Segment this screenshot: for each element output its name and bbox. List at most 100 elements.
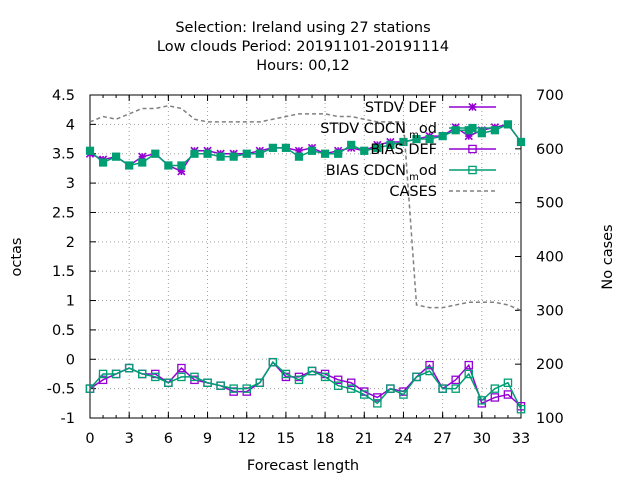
- data-point: [294, 375, 304, 385]
- data-point: [190, 372, 199, 382]
- series-line: [89, 360, 522, 407]
- data-point: [386, 140, 395, 150]
- x-axis-label: Forecast length: [247, 458, 359, 474]
- legend-marker: [468, 165, 477, 175]
- data-point: [164, 161, 173, 170]
- data-point: [268, 143, 277, 152]
- y2-tick-label: 300: [536, 303, 564, 319]
- data-point: [464, 360, 474, 370]
- data-point: [190, 149, 199, 158]
- data-point: [307, 366, 317, 376]
- x-tick-label: 3: [125, 431, 134, 447]
- data-point: [124, 363, 134, 373]
- data-point: [451, 126, 460, 135]
- data-point: [85, 384, 95, 393]
- data-point: [307, 146, 317, 155]
- y2-tick-label: 200: [536, 357, 564, 373]
- plot-border: [89, 94, 522, 419]
- y-tick-label: 3.5: [52, 147, 75, 163]
- x-tick-label: 33: [512, 431, 530, 447]
- data-point: [164, 378, 173, 388]
- title-line: Low clouds Period: 20191101-20191114: [157, 39, 449, 55]
- legend-label: STDV CDCN mod: [320, 121, 437, 141]
- data-point: [229, 152, 238, 161]
- y-tick-label: 1.5: [52, 264, 75, 280]
- data-point: [151, 372, 160, 382]
- data-point: [268, 357, 278, 367]
- data-point: [281, 369, 291, 379]
- series-layer: [85, 105, 526, 414]
- data-point: [333, 375, 343, 385]
- data-point: [242, 384, 251, 393]
- y-tick-label: -1: [61, 411, 75, 427]
- series-line: [89, 105, 522, 312]
- data-point: [503, 390, 513, 399]
- data-point: [373, 143, 382, 152]
- y2-tick-label: 100: [536, 411, 564, 427]
- series-cases: [89, 105, 522, 312]
- y2-tick-label: 700: [536, 88, 564, 104]
- axis-ticks: 0 3 6 9 12 15 18 21 24 27 30 33 -1 -0.5 0 0.5 1 1.5 2 2.5 3 3…: [47, 88, 564, 447]
- data-point: [451, 384, 460, 393]
- data-point: [98, 375, 108, 385]
- x-tick-label: 21: [355, 431, 373, 447]
- chart-title: Selection: Ireland using 27 stations Low …: [157, 20, 449, 74]
- data-point: [320, 149, 330, 158]
- legend-item: BIAS DEF: [370, 142, 496, 158]
- data-point: [242, 149, 251, 158]
- data-point: [412, 134, 421, 144]
- x-tick-label: 18: [316, 431, 334, 447]
- series-line: [89, 123, 522, 167]
- data-point: [490, 384, 500, 393]
- data-point: [477, 396, 487, 405]
- y-tick-label: 4: [66, 117, 75, 133]
- data-point: [399, 137, 408, 147]
- data-point: [503, 378, 513, 388]
- data-point: [281, 143, 291, 152]
- data-point: [177, 372, 186, 382]
- legend-label: BIAS DEF: [370, 142, 437, 158]
- data-point: [294, 152, 304, 161]
- data-point: [425, 366, 434, 376]
- data-point: [438, 132, 447, 141]
- grid-lines: [90, 95, 521, 418]
- data-point: [255, 149, 264, 158]
- series-bias-cdcn-mod: [85, 357, 526, 414]
- data-point: [138, 158, 147, 167]
- data-point: [255, 378, 265, 388]
- y-tick-label: 0.5: [52, 323, 75, 339]
- data-point: [112, 152, 121, 161]
- x-tick-label: 6: [164, 431, 173, 447]
- data-point: [138, 152, 147, 161]
- plot-frame: [89, 94, 522, 419]
- y2-tick-label: 400: [536, 250, 564, 266]
- x-tick-label: 12: [238, 431, 256, 447]
- data-point: [346, 384, 356, 393]
- x-tick-label: 30: [473, 431, 491, 447]
- data-point: [347, 140, 356, 150]
- legend-marker: [468, 123, 477, 133]
- data-point: [334, 149, 343, 158]
- y-tick-label: 2: [66, 235, 75, 251]
- legend-label: BIAS CDCN mod: [326, 163, 437, 183]
- y-tick-label: 4.5: [52, 88, 75, 104]
- y2-axis-label: No cases: [600, 224, 616, 289]
- data-point: [125, 161, 134, 170]
- data-point: [490, 393, 500, 402]
- data-point: [177, 167, 186, 176]
- x-tick-label: 0: [85, 431, 94, 447]
- data-point: [503, 120, 513, 129]
- y-tick-label: -0.5: [47, 382, 75, 398]
- legend-item: CASES: [389, 184, 496, 200]
- y-tick-label: 0: [66, 352, 75, 368]
- data-point: [464, 369, 474, 379]
- legend-item: STDV CDCN mod: [320, 121, 496, 141]
- data-point: [320, 372, 330, 382]
- data-point: [346, 378, 356, 388]
- data-point: [412, 372, 421, 382]
- title-line: Hours: 00,12: [256, 58, 350, 74]
- data-point: [98, 369, 108, 379]
- legend-marker: [468, 144, 477, 154]
- data-point: [425, 360, 434, 370]
- legend-label: CASES: [389, 184, 437, 200]
